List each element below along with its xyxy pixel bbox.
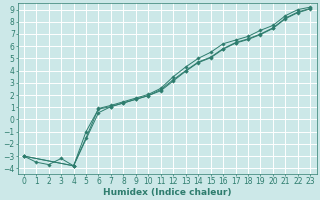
X-axis label: Humidex (Indice chaleur): Humidex (Indice chaleur) xyxy=(103,188,231,197)
